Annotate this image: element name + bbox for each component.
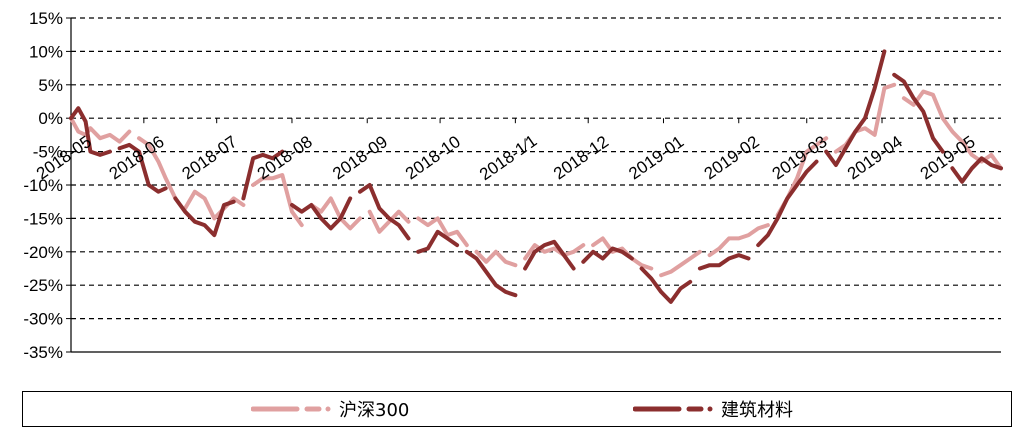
series-line-segment xyxy=(756,159,819,248)
series-line-segment xyxy=(137,136,178,201)
series-line-segment xyxy=(416,216,469,248)
series-line-segment xyxy=(697,253,751,271)
series-hs300 xyxy=(69,82,1003,278)
series-line-segment xyxy=(69,106,112,157)
x-tick-label: 2019-02 xyxy=(701,132,763,183)
x-tick-label: 2019-01 xyxy=(625,132,687,183)
y-tick-label: -30% xyxy=(23,310,63,329)
x-axis xyxy=(70,118,1001,353)
series-line-segment xyxy=(581,246,634,264)
series-line-segment xyxy=(474,249,518,268)
y-axis: 15% 10% 5% 0% -5% -10% -15% -20% -25% -30% -35% xyxy=(23,9,72,362)
series-line-segment xyxy=(824,49,887,167)
x-tick-label: 2018-1⁄1 xyxy=(476,131,540,184)
series-line-segment xyxy=(591,236,654,271)
y-tick-label: -5% xyxy=(33,143,63,162)
y-tick-label: 0% xyxy=(38,109,63,128)
series-line-segment xyxy=(173,196,236,238)
series-line-segment xyxy=(523,239,576,271)
legend: 沪深300 建筑材料 xyxy=(22,391,1012,427)
y-tick-label: 15% xyxy=(29,9,63,28)
x-tick-label: 2018-12 xyxy=(550,132,612,183)
x-tick-label: 2018-08 xyxy=(254,132,316,183)
series-line-segment xyxy=(523,243,586,261)
legend-item-hs300: 沪深300 xyxy=(251,392,409,426)
legend-label-hs300: 沪深300 xyxy=(339,400,410,421)
series-line-segment xyxy=(659,249,702,278)
series-line-segment xyxy=(117,142,168,194)
series-line-segment xyxy=(639,266,693,304)
legend-swatch-hs300 xyxy=(251,406,331,412)
horizontal-gridlines xyxy=(71,17,1001,320)
y-tick-label: -15% xyxy=(23,209,63,228)
series-line-segment xyxy=(69,116,132,144)
series-line-segment xyxy=(416,229,460,254)
series-line-segment xyxy=(309,196,362,231)
x-tick-label: 2019-05 xyxy=(917,132,979,183)
series-line-segment xyxy=(183,189,246,221)
x-tick-labels: 2018-05 2018-06 2018-07 2018-08 2018-09 2018-… xyxy=(33,131,979,184)
series-line-segment xyxy=(464,249,518,298)
y-tick-label: -35% xyxy=(23,343,63,362)
legend-swatch-building-materials xyxy=(633,406,713,412)
y-tick-label: -10% xyxy=(23,176,63,195)
series-line-segment xyxy=(367,209,411,234)
legend-item-building-materials: 建筑材料 xyxy=(633,392,793,426)
series-line-segment xyxy=(290,196,353,231)
series-line-segment xyxy=(241,149,285,201)
x-tick-label: 2018-09 xyxy=(329,132,391,183)
series-line-segment xyxy=(251,173,304,228)
y-tick-label: -25% xyxy=(23,276,63,295)
series-line-segment xyxy=(358,183,411,241)
series-line-segment xyxy=(950,156,1003,184)
y-tick-label: -20% xyxy=(23,243,63,262)
series-lines xyxy=(69,49,1003,304)
series-building-materials xyxy=(69,49,1003,304)
series-line-segment xyxy=(892,72,945,154)
x-tick-label: 2018-07 xyxy=(179,132,241,183)
y-tick-label: 5% xyxy=(38,76,63,95)
x-tick-label: 2018-10 xyxy=(402,132,464,183)
x-tick-label: 2019-04 xyxy=(844,132,906,183)
series-line-segment xyxy=(707,223,770,258)
legend-label-building-materials: 建筑材料 xyxy=(721,400,793,421)
y-tick-label: 10% xyxy=(29,42,63,61)
